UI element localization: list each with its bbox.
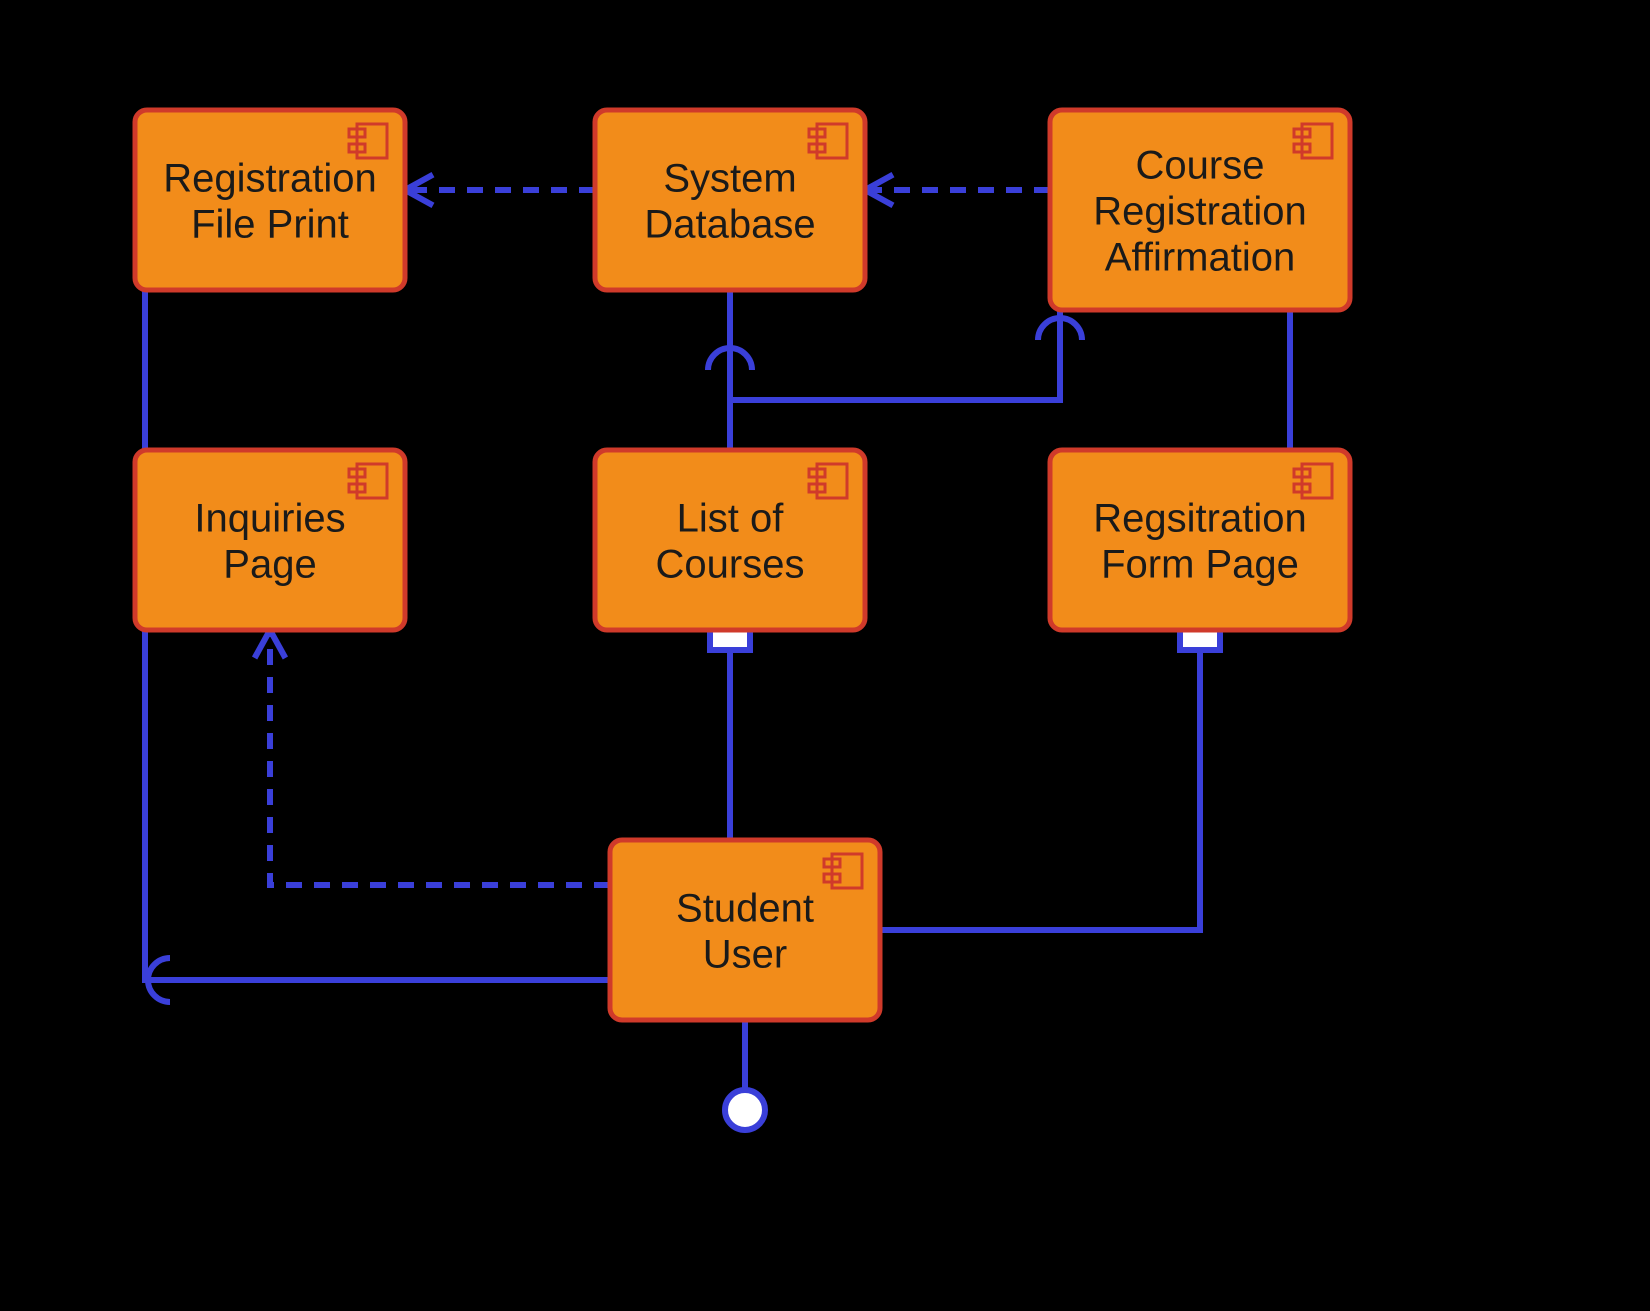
interface-ball-icon [725, 1090, 765, 1130]
edge-student-to-inquiries [270, 630, 610, 885]
component-label: List of [677, 497, 785, 541]
component-label: Affirmation [1105, 236, 1295, 280]
component-label: Page [223, 543, 316, 587]
component-label: Regsitration [1093, 497, 1306, 541]
component-label: Registration [163, 157, 376, 201]
edge-regform-port-to-student [880, 650, 1200, 930]
edge-regprint-to-student-socket [145, 290, 610, 980]
component-label: File Print [191, 203, 349, 247]
component-diagram: RegistrationFile PrintSystemDatabaseCour… [0, 0, 1650, 1311]
edge-courseaff-socket [730, 310, 1060, 400]
component-label: Registration [1093, 190, 1306, 234]
component-label: System [663, 157, 796, 201]
component-course_reg_aff: CourseRegistrationAffirmation [1050, 110, 1350, 310]
component-label: User [703, 933, 787, 977]
component-label: Inquiries [194, 497, 345, 541]
component-label: Database [644, 203, 815, 247]
component-label: Form Page [1101, 543, 1299, 587]
component-label: Courses [656, 543, 805, 587]
component-label: Course [1136, 144, 1265, 188]
component-label: Student [676, 887, 814, 931]
